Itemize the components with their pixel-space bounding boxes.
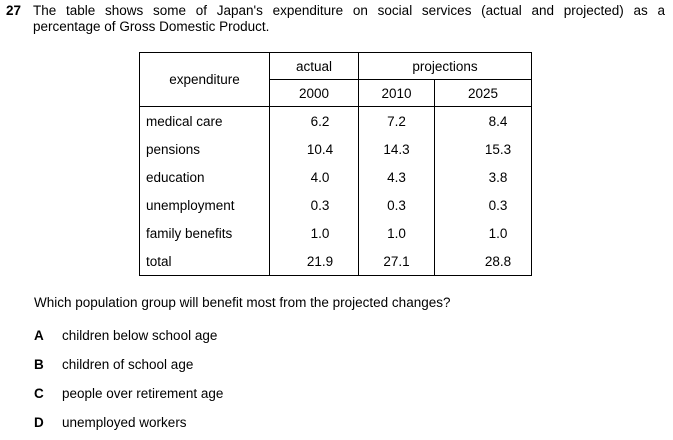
cell-2025: 1.0 — [434, 219, 532, 247]
table-row: family benefits 1.0 1.0 1.0 — [139, 219, 532, 247]
cell-2010: 27.1 — [358, 247, 435, 276]
cell-2000: 6.2 — [269, 106, 359, 135]
cell-2025: 15.3 — [434, 135, 532, 163]
expenditure-table: expenditure actual projections 2000 2010… — [139, 52, 532, 276]
cell-2000: 0.3 — [269, 191, 359, 219]
option-letter: A — [34, 328, 44, 343]
row-label: medical care — [139, 106, 270, 135]
question-text: Which population group will benefit most… — [34, 295, 451, 310]
table-row: education 4.0 4.3 3.8 — [139, 163, 532, 191]
cell-2000: 10.4 — [269, 135, 359, 163]
table-row: medical care 6.2 7.2 8.4 — [139, 106, 532, 135]
question-number: 27 — [6, 3, 22, 18]
header-year-2000: 2000 — [269, 79, 359, 107]
stem-line-1: The table shows some of Japan's expendit… — [33, 3, 665, 18]
option-text: unemployed workers — [62, 415, 187, 430]
row-label: unemployment — [139, 191, 270, 219]
header-year-2025: 2025 — [434, 79, 532, 107]
option-letter: B — [34, 357, 44, 372]
cell-2025: 8.4 — [434, 106, 532, 135]
cell-2000: 4.0 — [269, 163, 359, 191]
table-row: unemployment 0.3 0.3 0.3 — [139, 191, 532, 219]
row-label: pensions — [139, 135, 270, 163]
row-label: family benefits — [139, 219, 270, 247]
header-projections: projections — [358, 52, 532, 80]
table-row: total 21.9 27.1 28.8 — [139, 247, 532, 276]
cell-2000: 21.9 — [269, 247, 359, 276]
table-row: pensions 10.4 14.3 15.3 — [139, 135, 532, 163]
option-text: children below school age — [62, 328, 218, 343]
row-label: total — [139, 247, 270, 276]
header-year-2010: 2010 — [358, 79, 435, 107]
table-header-row-2: 2000 2010 2025 — [140, 79, 532, 107]
table-header-row-1: expenditure actual projections — [139, 52, 532, 107]
cell-2010: 1.0 — [358, 219, 435, 247]
cell-2025: 28.8 — [434, 247, 532, 276]
option-text: children of school age — [62, 357, 194, 372]
option-letter: D — [34, 415, 44, 430]
cell-2025: 3.8 — [434, 163, 532, 191]
cell-2010: 14.3 — [358, 135, 435, 163]
header-expenditure: expenditure — [139, 52, 270, 107]
option-letter: C — [34, 386, 44, 401]
header-actual: actual — [269, 52, 359, 80]
cell-2025: 0.3 — [434, 191, 532, 219]
cell-2000: 1.0 — [269, 219, 359, 247]
option-text: people over retirement age — [62, 386, 224, 401]
question-stem: The table shows some of Japan's expendit… — [33, 3, 665, 35]
cell-2010: 7.2 — [358, 106, 435, 135]
cell-2010: 4.3 — [358, 163, 435, 191]
stem-line-2: percentage of Gross Domestic Product. — [33, 19, 270, 34]
cell-2010: 0.3 — [358, 191, 435, 219]
row-label: education — [139, 163, 270, 191]
